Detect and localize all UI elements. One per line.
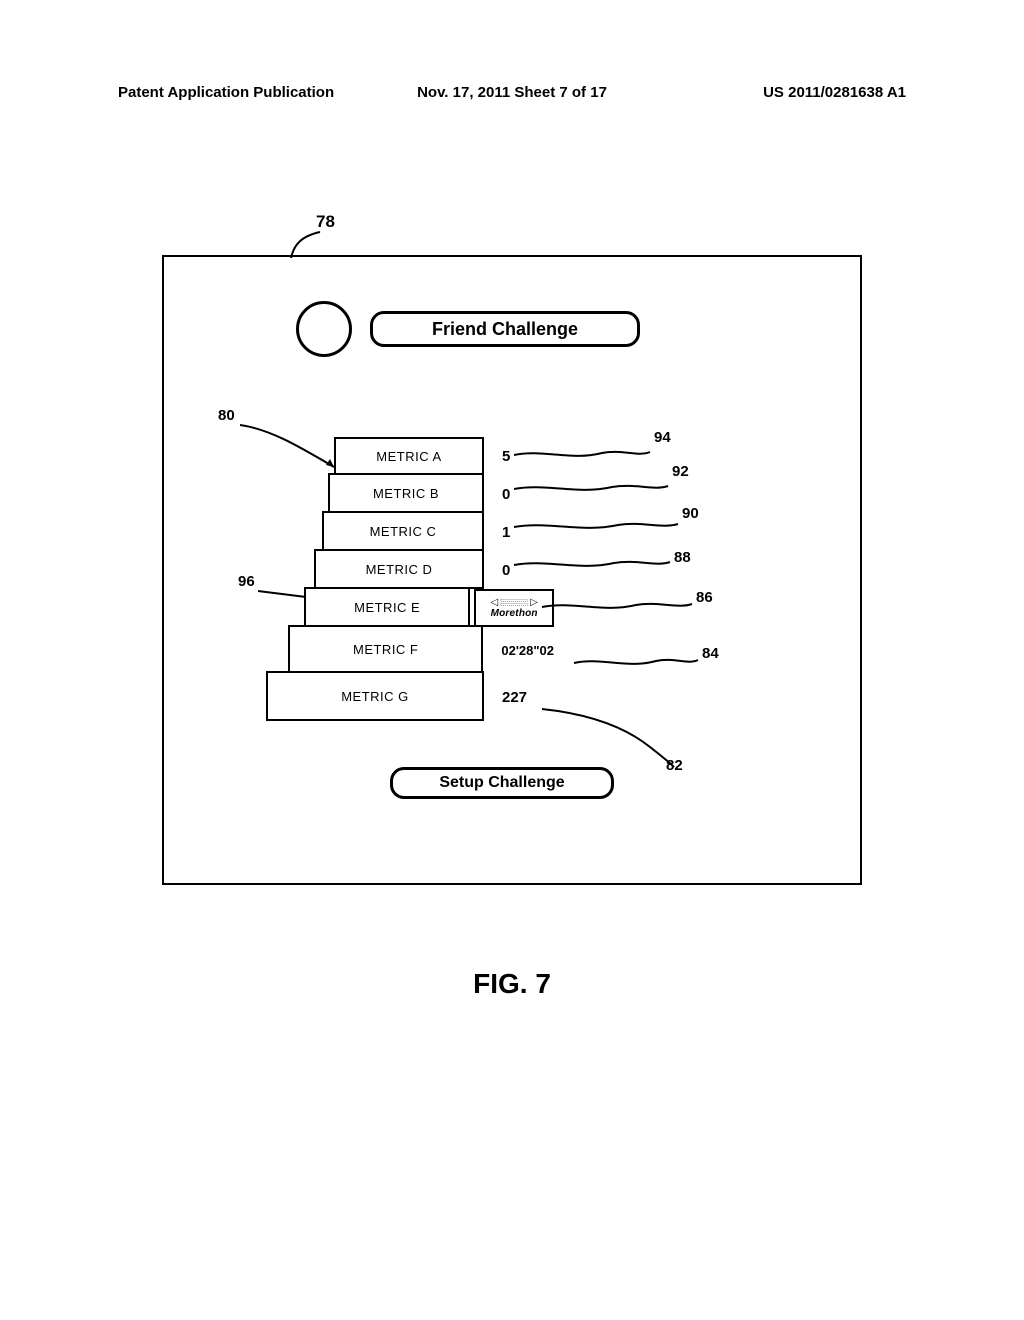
- metric-b-value: 0: [502, 475, 510, 513]
- metric-row-a: METRIC A 5: [214, 437, 554, 475]
- metric-d-value: 0: [502, 551, 510, 589]
- ref-leader-88: [512, 557, 672, 571]
- friend-challenge-label: Friend Challenge: [432, 319, 578, 340]
- header-right: US 2011/0281638 A1: [763, 84, 906, 101]
- ref-leader-86: [540, 599, 694, 613]
- header-left: Patent Application Publication: [118, 84, 334, 101]
- header-center: Nov. 17, 2011 Sheet 7 of 17: [417, 84, 607, 101]
- metric-row-g: METRIC G 227: [214, 673, 554, 721]
- ref-label-88: 88: [674, 549, 691, 566]
- metric-row-c: METRIC C 1: [214, 513, 554, 551]
- metric-e-label: METRIC E: [304, 587, 470, 627]
- ref-label-90: 90: [682, 505, 699, 522]
- ref-label-92: 92: [672, 463, 689, 480]
- ref-label-84: 84: [702, 645, 719, 662]
- slider-arrow-left-icon[interactable]: ◁: [490, 598, 498, 608]
- metrics-stack: METRIC A 5 METRIC B 0 METRIC C 1 METRIC …: [214, 437, 554, 721]
- figure-caption: FIG. 7: [473, 968, 551, 1000]
- metric-f-label: METRIC F: [288, 625, 483, 673]
- metric-c-value: 1: [502, 513, 510, 551]
- ref-leader-92: [512, 481, 670, 495]
- metric-row-f: METRIC F 02'28"02: [214, 627, 554, 673]
- patent-header: Patent Application Publication Nov. 17, …: [0, 84, 1024, 101]
- metric-b-label: METRIC B: [328, 473, 484, 513]
- ref-label-78: 78: [316, 212, 335, 232]
- ref-leader-90: [512, 519, 680, 533]
- metric-row-e: METRIC E ◁ ▷ Morethon: [214, 589, 554, 627]
- metric-row-b: METRIC B 0: [214, 475, 554, 513]
- ref-leader-84: [572, 655, 700, 669]
- setup-challenge-button[interactable]: Setup Challenge: [390, 767, 614, 799]
- metric-d-label: METRIC D: [314, 549, 484, 589]
- slider-arrow-right-icon[interactable]: ▷: [530, 598, 538, 608]
- ref-label-86: 86: [696, 589, 713, 606]
- diagram-frame: Friend Challenge 80 96 METRIC A 5 METRIC…: [162, 255, 862, 885]
- metric-a-value: 5: [502, 437, 510, 475]
- metric-f-value: 02'28"02: [501, 627, 554, 673]
- ref-label-94: 94: [654, 429, 671, 446]
- metric-a-label: METRIC A: [334, 437, 484, 475]
- ref-leader-94: [512, 447, 652, 461]
- slider-caption: Morethon: [491, 608, 538, 619]
- metric-g-label: METRIC G: [266, 671, 484, 721]
- setup-challenge-label: Setup Challenge: [439, 774, 564, 792]
- metric-row-d: METRIC D 0: [214, 551, 554, 589]
- friend-challenge-title: Friend Challenge: [370, 311, 640, 347]
- slider-bars-icon: [500, 599, 528, 606]
- metric-c-label: METRIC C: [322, 511, 484, 551]
- ref-leader-82: [540, 703, 680, 773]
- page: Patent Application Publication Nov. 17, …: [0, 0, 1024, 1320]
- metric-g-value: 227: [502, 673, 527, 721]
- avatar-circle-icon: [296, 301, 352, 357]
- slider-track: ◁ ▷: [490, 598, 537, 608]
